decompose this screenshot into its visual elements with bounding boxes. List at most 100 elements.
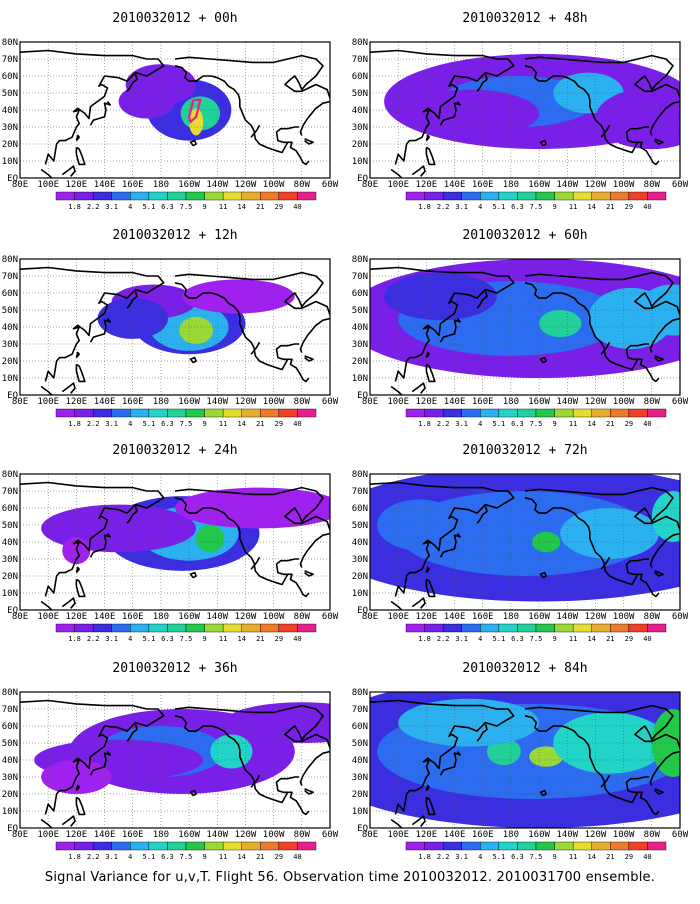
lon-tick-label: 160E [472, 830, 494, 840]
colorbar-swatch [405, 623, 425, 633]
lat-tick-label: 80N [2, 688, 18, 698]
colorbar-swatch [442, 191, 462, 201]
colorbar-label: 4 [128, 635, 132, 643]
coastline [439, 100, 461, 126]
panel-title: 2010032012 + 24h [112, 443, 237, 458]
coastline [61, 382, 76, 394]
coastline [189, 571, 197, 579]
colorbar-label: 1.8 [68, 635, 81, 643]
colorbar-swatch [480, 841, 500, 851]
lon-tick-label: 140W [556, 397, 578, 407]
lon-tick-label: 180 [153, 612, 169, 622]
lon-tick-label: 120W [585, 612, 607, 622]
coastline [425, 363, 436, 383]
colorbar-swatch [628, 841, 648, 851]
coastline [539, 356, 547, 364]
lat-tick-label: 40N [352, 538, 368, 548]
colorbar-label: 29 [625, 420, 633, 428]
lat-tick-label: EQ [7, 174, 18, 184]
colorbar-label: 9 [202, 853, 206, 861]
coastline [75, 566, 80, 574]
map-area [370, 259, 680, 395]
lon-tick-label: 120W [235, 612, 257, 622]
colorbar-swatch [260, 841, 280, 851]
lon-tick-label: 180 [153, 180, 169, 190]
panel-title: 2010032012 + 48h [462, 11, 587, 26]
coastline [390, 168, 403, 178]
coastline [625, 776, 649, 794]
lon-tick-label: 120E [66, 612, 88, 622]
colorbar-label: 21 [606, 420, 614, 428]
colorbar-swatch [297, 841, 317, 851]
colorbar-swatch [442, 408, 462, 418]
colorbar-label: 11 [569, 203, 577, 211]
colorbar-swatch [260, 408, 280, 418]
lon-tick-label: 160W [178, 830, 200, 840]
coastline [126, 724, 138, 742]
colorbar-swatch [92, 623, 112, 633]
coastline [439, 317, 461, 343]
colorbar-swatch [461, 841, 481, 851]
colorbar-label: 9 [552, 853, 556, 861]
colorbar-label: 29 [275, 420, 283, 428]
coastline [649, 532, 680, 568]
lon-tick-label: 120E [66, 397, 88, 407]
lon-tick-label: 140E [444, 397, 466, 407]
lat-tick-label: 40N [352, 323, 368, 333]
colorbar-swatch [111, 623, 131, 633]
map-area [370, 42, 680, 178]
coastline [275, 126, 299, 144]
map-panel-7: 2010032012 + 72h EQ 10N 20N 30N 40N 50N 60N 70N 8… [352, 443, 689, 643]
variance-blob [553, 712, 666, 774]
lon-tick-label: 120W [235, 397, 257, 407]
lat-tick-label: 20N [2, 357, 18, 367]
map-area [370, 474, 680, 610]
colorbar-swatch [480, 191, 500, 201]
colorbar-swatch [167, 623, 187, 633]
colorbar: 1.8 2.2 3.1 4 5.1 6.3 7.5 9 11 14 21 29 40 [55, 191, 317, 211]
map-frame [19, 41, 331, 179]
colorbar-swatch [442, 841, 462, 851]
colorbar-swatch [241, 191, 261, 201]
coastline [390, 818, 403, 828]
coastline [174, 54, 330, 99]
coastline [524, 282, 660, 383]
lat-tick-label: EQ [7, 391, 18, 401]
coastline [654, 570, 664, 577]
lat-tick-label: 70N [2, 705, 18, 715]
lat-tick-label: 80N [2, 255, 18, 265]
colorbar-swatch [480, 623, 500, 633]
colorbar-swatch [628, 408, 648, 418]
colorbar-swatch [572, 841, 592, 851]
coastline [126, 291, 138, 309]
colorbar-label: 6.3 [511, 420, 524, 428]
colorbar-label: 14 [587, 635, 595, 643]
colorbar-label: 1.8 [418, 203, 431, 211]
lat-tick-label: EQ [7, 824, 18, 834]
map-frame [369, 41, 681, 179]
colorbar-swatch [480, 408, 500, 418]
lat-tick-label: 20N [352, 140, 368, 150]
lon-tick-label: 60W [672, 830, 689, 840]
colorbar-swatch [461, 408, 481, 418]
lon-tick-label: 100E [387, 397, 409, 407]
coastline [654, 788, 664, 795]
lat-tick-label: 40N [2, 106, 18, 116]
lat-tick-label: 80N [352, 38, 368, 48]
colorbar-swatch [222, 623, 242, 633]
colorbar-swatch [591, 191, 611, 201]
colorbar-label: 2.2 [437, 203, 450, 211]
colorbar-label: 11 [219, 203, 227, 211]
coastline [425, 784, 430, 792]
colorbar-label: 7.5 [530, 203, 543, 211]
colorbar-swatch [111, 841, 131, 851]
map-frame [19, 691, 331, 829]
colorbar-label: 6.3 [511, 853, 524, 861]
lon-tick-label: 80W [644, 397, 661, 407]
lon-tick-label: 180 [153, 397, 169, 407]
coastline [174, 704, 330, 749]
lat-tick-label: 10N [2, 374, 18, 384]
lon-tick-label: 80W [644, 612, 661, 622]
lon-tick-label: 80W [294, 180, 311, 190]
lat-tick-label: 10N [352, 374, 368, 384]
